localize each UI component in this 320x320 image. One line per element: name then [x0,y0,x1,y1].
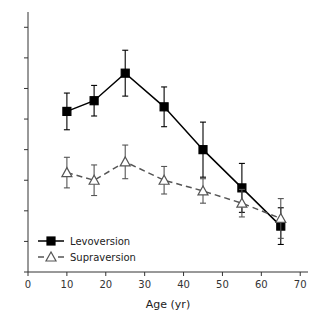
error-cap [161,86,167,87]
point [199,146,207,154]
error-bar [122,50,128,96]
legend-label: Levoversion [70,236,130,247]
error-cap [91,164,97,165]
error-bar [64,93,70,130]
error-bar [91,85,97,116]
error-cap [64,129,70,130]
error-cap [122,50,128,51]
x-tick-label: 70 [294,279,307,290]
x-tick-label: 60 [255,279,268,290]
legend-label: Supraversion [70,252,136,263]
point [120,157,130,166]
point [90,97,98,105]
x-tick [28,272,29,276]
point [89,175,99,184]
error-cap [239,216,245,217]
legend: Levoversion Supraversion [38,236,136,263]
x-axis-label: Age (yr) [146,298,190,311]
error-cap [122,145,128,146]
error-cap [200,177,206,178]
x-tick-label: 40 [177,279,190,290]
y-tick [24,119,28,120]
x-tick [222,272,223,276]
error-cap [64,157,70,158]
y-tick [24,180,28,181]
error-cap [200,178,206,179]
y-tick [24,149,28,150]
error-cap [122,178,128,179]
error-cap [64,93,70,94]
error-cap [91,115,97,116]
point [159,175,169,184]
error-cap [161,193,167,194]
y-tick [24,241,28,242]
error-bar [200,122,206,177]
error-cap [91,85,97,86]
x-tick [66,272,67,276]
x-tick [144,272,145,276]
x-tick [183,272,184,276]
x-tick [105,272,106,276]
error-cap [278,244,284,245]
error-cap [239,189,245,190]
y-axis [28,12,29,272]
x-tick [261,272,262,276]
error-cap [161,126,167,127]
error-cap [278,198,284,199]
legend-marker [47,237,55,245]
error-cap [91,195,97,196]
x-tick-label: 50 [216,279,229,290]
chart: 0 10 20 30 40 50 60 70 Age (yr) Levoversion Suprav… [0,0,320,320]
x-tick-label: 10 [61,279,74,290]
y-tick [24,88,28,89]
y-tick [24,272,28,273]
y-tick [24,57,28,58]
point [198,186,208,195]
x-tick-label: 30 [138,279,151,290]
point [276,213,286,222]
x-axis [28,272,308,273]
error-cap [239,163,245,164]
x-tick-label: 20 [99,279,112,290]
error-cap [278,238,284,239]
point [160,103,168,111]
x-tick [300,272,301,276]
error-cap [161,166,167,167]
plot-area [62,50,286,244]
point [63,107,71,115]
error-cap [200,122,206,123]
error-cap [200,203,206,204]
error-bar [161,87,167,127]
series-line [67,162,281,219]
point [121,69,129,77]
point [62,168,72,177]
y-tick [24,27,28,28]
legend-marker [46,252,56,261]
series-line [67,73,281,226]
x-tick-label: 0 [25,279,31,290]
y-tick [24,210,28,211]
error-cap [122,96,128,97]
error-cap [64,187,70,188]
point [237,198,247,207]
